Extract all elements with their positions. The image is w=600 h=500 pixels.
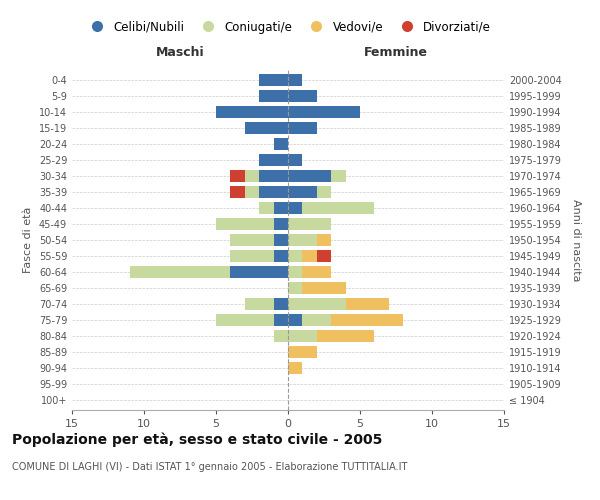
Text: COMUNE DI LAGHI (VI) - Dati ISTAT 1° gennaio 2005 - Elaborazione TUTTITALIA.IT: COMUNE DI LAGHI (VI) - Dati ISTAT 1° gen… xyxy=(12,462,407,472)
Bar xyxy=(331,314,403,326)
Bar xyxy=(288,346,317,358)
Bar xyxy=(302,282,346,294)
Bar xyxy=(216,218,274,230)
Bar xyxy=(288,314,302,326)
Bar xyxy=(288,154,302,166)
Bar xyxy=(288,170,331,182)
Bar xyxy=(288,202,302,214)
Y-axis label: Fasce di età: Fasce di età xyxy=(23,207,33,273)
Bar xyxy=(259,170,288,182)
Bar xyxy=(274,218,288,230)
Bar xyxy=(274,234,288,246)
Bar xyxy=(288,186,317,198)
Bar xyxy=(216,314,274,326)
Bar xyxy=(259,154,288,166)
Bar xyxy=(245,186,259,198)
Bar xyxy=(245,298,274,310)
Bar xyxy=(288,106,360,118)
Bar xyxy=(302,266,331,278)
Text: Popolazione per età, sesso e stato civile - 2005: Popolazione per età, sesso e stato civil… xyxy=(12,432,382,447)
Text: Femmine: Femmine xyxy=(364,46,428,59)
Bar xyxy=(288,250,302,262)
Bar xyxy=(288,234,317,246)
Bar xyxy=(288,218,331,230)
Bar xyxy=(259,186,288,198)
Bar xyxy=(288,330,317,342)
Bar xyxy=(317,250,331,262)
Bar xyxy=(288,122,317,134)
Bar xyxy=(288,362,302,374)
Bar xyxy=(216,106,288,118)
Bar xyxy=(259,90,288,102)
Bar xyxy=(245,170,259,182)
Bar xyxy=(259,74,288,86)
Bar xyxy=(274,330,288,342)
Y-axis label: Anni di nascita: Anni di nascita xyxy=(571,198,581,281)
Bar xyxy=(130,266,230,278)
Bar xyxy=(302,250,317,262)
Bar xyxy=(302,314,331,326)
Text: Maschi: Maschi xyxy=(155,46,205,59)
Bar xyxy=(317,186,331,198)
Bar xyxy=(230,234,274,246)
Bar xyxy=(245,122,288,134)
Bar xyxy=(274,314,288,326)
Bar xyxy=(288,298,346,310)
Bar xyxy=(288,266,302,278)
Bar xyxy=(288,282,302,294)
Bar xyxy=(230,250,274,262)
Legend: Celibi/Nubili, Coniugati/e, Vedovi/e, Divorziati/e: Celibi/Nubili, Coniugati/e, Vedovi/e, Di… xyxy=(80,16,496,38)
Bar xyxy=(346,298,389,310)
Bar xyxy=(317,234,331,246)
Bar xyxy=(288,90,317,102)
Bar xyxy=(317,330,374,342)
Bar xyxy=(274,138,288,150)
Bar xyxy=(259,202,274,214)
Bar xyxy=(230,170,245,182)
Bar xyxy=(274,250,288,262)
Bar xyxy=(274,202,288,214)
Bar xyxy=(230,266,288,278)
Bar xyxy=(331,170,346,182)
Bar xyxy=(302,202,374,214)
Bar xyxy=(288,74,302,86)
Bar xyxy=(230,186,245,198)
Bar xyxy=(274,298,288,310)
